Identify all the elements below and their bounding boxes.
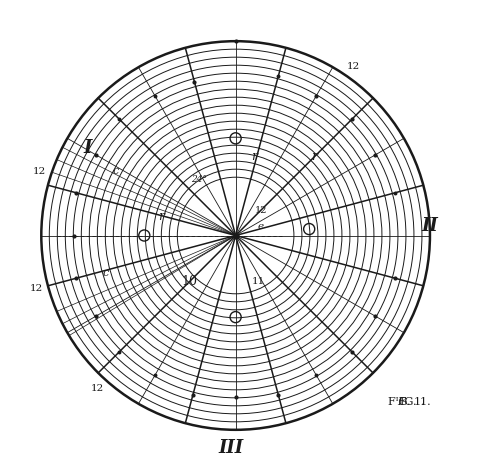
Text: 10: 10: [181, 275, 197, 288]
Text: 12: 12: [255, 205, 267, 215]
Text: c: c: [112, 166, 118, 176]
Text: 12: 12: [33, 167, 46, 176]
Text: F: F: [398, 397, 405, 407]
Text: 12: 12: [30, 284, 43, 293]
Text: 12: 12: [91, 384, 104, 393]
Text: e: e: [258, 222, 264, 231]
Text: c: c: [103, 268, 109, 277]
Text: 11: 11: [252, 277, 265, 286]
Text: I: I: [83, 138, 92, 156]
Text: r: r: [251, 150, 257, 163]
Text: 12: 12: [347, 62, 360, 71]
Text: FᴵG. 1.: FᴵG. 1.: [388, 397, 425, 407]
Text: IG. 1.: IG. 1.: [400, 397, 431, 407]
Text: 24°: 24°: [191, 176, 207, 185]
Text: r: r: [159, 211, 165, 224]
Text: III: III: [219, 439, 244, 457]
Text: r: r: [311, 150, 317, 163]
Text: II: II: [422, 217, 438, 235]
